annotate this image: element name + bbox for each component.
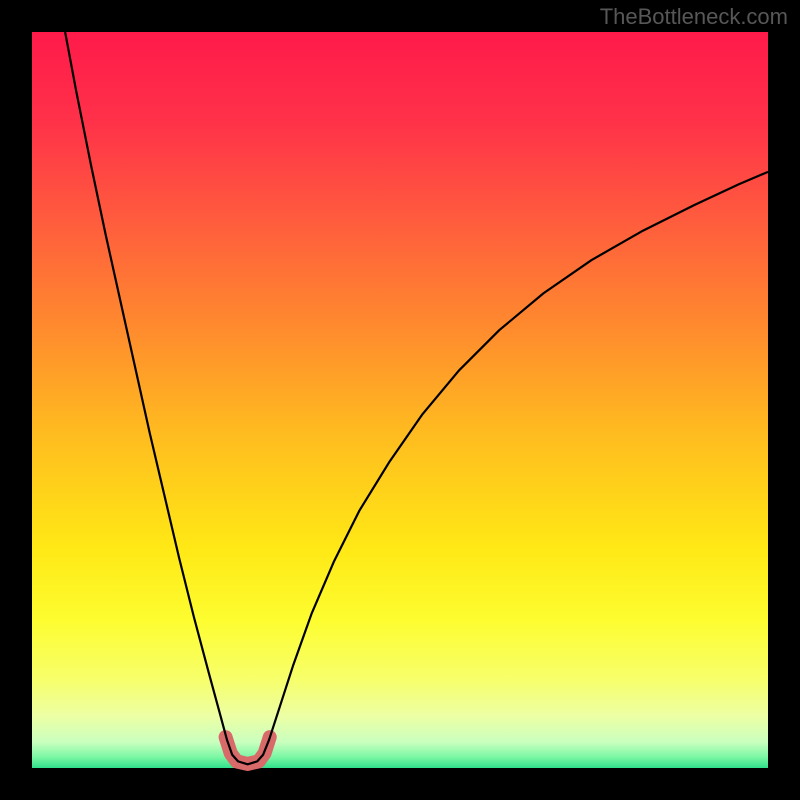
chart-container: TheBottleneck.com: [0, 0, 800, 800]
watermark-text: TheBottleneck.com: [600, 4, 788, 30]
bottleneck-chart: [0, 0, 800, 800]
